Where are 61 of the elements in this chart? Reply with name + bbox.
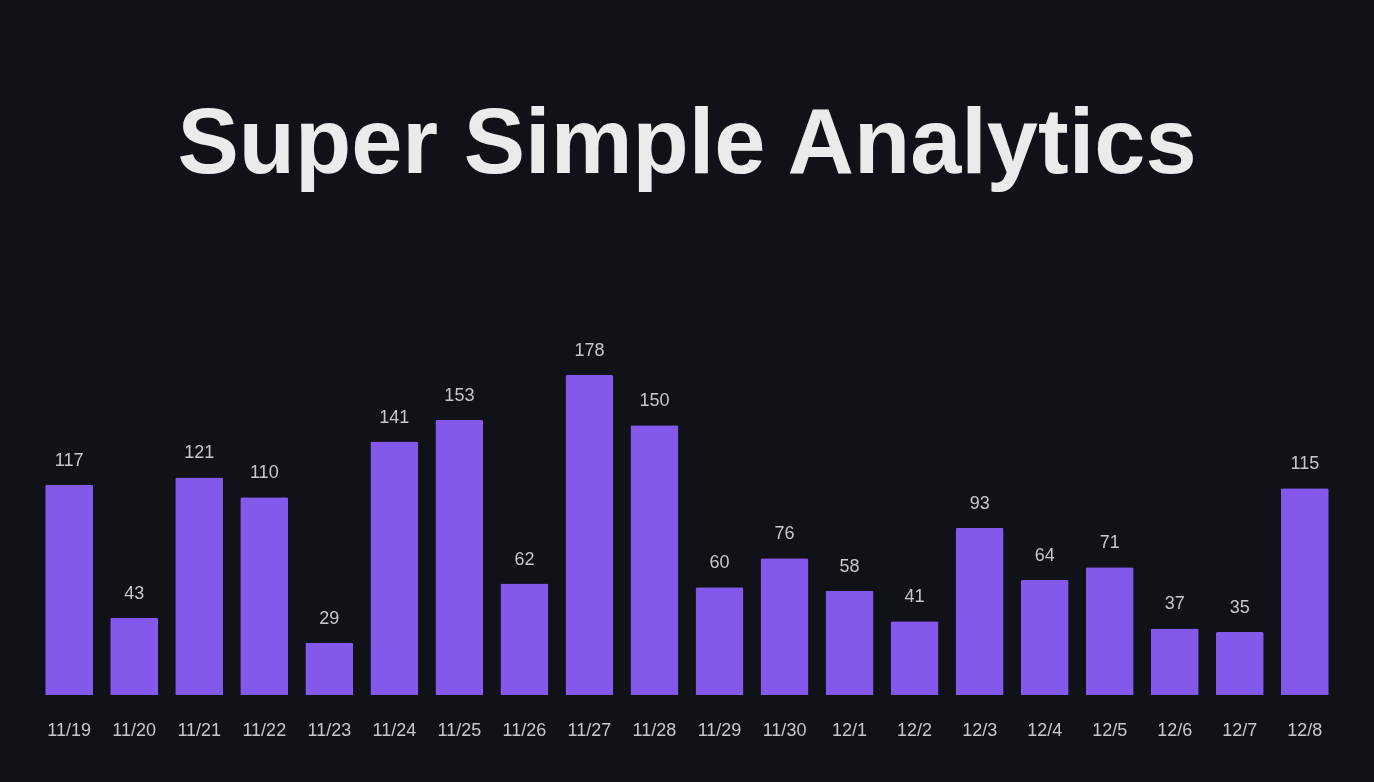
bar bbox=[45, 484, 94, 695]
x-tick-label: 11/28 bbox=[632, 719, 677, 740]
bar bbox=[175, 477, 224, 695]
data-label: 76 bbox=[774, 523, 795, 544]
bar bbox=[1085, 567, 1134, 695]
data-label: 37 bbox=[1164, 593, 1185, 614]
bar bbox=[630, 425, 679, 695]
x-tick-label: 11/30 bbox=[762, 719, 807, 740]
bar bbox=[1280, 488, 1329, 695]
x-tick-label: 11/25 bbox=[437, 719, 482, 740]
x-tick-label: 12/5 bbox=[1092, 719, 1128, 740]
bar bbox=[370, 441, 419, 695]
x-tick-label: 11/22 bbox=[242, 719, 287, 740]
x-tick-label: 12/7 bbox=[1222, 719, 1258, 740]
chart-title: Super Simple Analytics bbox=[177, 90, 1197, 192]
bar bbox=[305, 642, 354, 695]
bar bbox=[240, 497, 289, 695]
data-label: 121 bbox=[184, 442, 215, 463]
data-label: 41 bbox=[904, 586, 925, 607]
data-label: 110 bbox=[249, 462, 279, 483]
data-label: 93 bbox=[969, 492, 990, 513]
x-tick-label: 12/8 bbox=[1287, 719, 1323, 740]
bar bbox=[1020, 579, 1069, 695]
data-label: 153 bbox=[444, 384, 475, 405]
bar bbox=[955, 527, 1004, 695]
x-tick-label: 12/6 bbox=[1157, 719, 1193, 740]
x-tick-label: 12/2 bbox=[897, 719, 933, 740]
data-label: 178 bbox=[574, 340, 605, 360]
bar bbox=[565, 375, 614, 695]
x-tick-label: 11/20 bbox=[112, 719, 157, 740]
x-tick-label: 11/29 bbox=[697, 719, 742, 740]
data-label: 60 bbox=[709, 552, 730, 573]
bar bbox=[695, 587, 744, 695]
bar bbox=[890, 621, 939, 695]
x-tick-label: 12/3 bbox=[962, 719, 998, 740]
x-tick-label: 11/21 bbox=[177, 719, 222, 740]
data-label: 117 bbox=[54, 449, 84, 470]
bar bbox=[1215, 632, 1264, 695]
bar bbox=[435, 419, 484, 695]
x-tick-label: 11/23 bbox=[307, 719, 352, 740]
bar bbox=[1150, 628, 1199, 695]
data-label: 141 bbox=[379, 406, 410, 427]
bar bbox=[500, 583, 549, 695]
x-tick-label: 11/26 bbox=[502, 719, 547, 740]
data-label: 43 bbox=[124, 582, 145, 603]
bar bbox=[110, 617, 159, 695]
data-label: 64 bbox=[1034, 544, 1055, 565]
data-label: 71 bbox=[1099, 532, 1120, 553]
x-tick-label: 11/27 bbox=[567, 719, 612, 740]
data-label: 29 bbox=[319, 607, 340, 628]
data-label: 62 bbox=[514, 548, 535, 569]
bar bbox=[760, 558, 809, 695]
x-tick-label: 11/19 bbox=[47, 719, 92, 740]
data-label: 115 bbox=[1290, 453, 1320, 474]
data-label: 58 bbox=[839, 555, 860, 576]
data-label: 35 bbox=[1229, 597, 1250, 618]
data-label: 150 bbox=[639, 390, 670, 411]
bar bbox=[825, 590, 874, 695]
x-tick-label: 12/1 bbox=[832, 719, 868, 740]
x-tick-label: 12/4 bbox=[1027, 719, 1063, 740]
x-tick-label: 11/24 bbox=[372, 719, 417, 740]
